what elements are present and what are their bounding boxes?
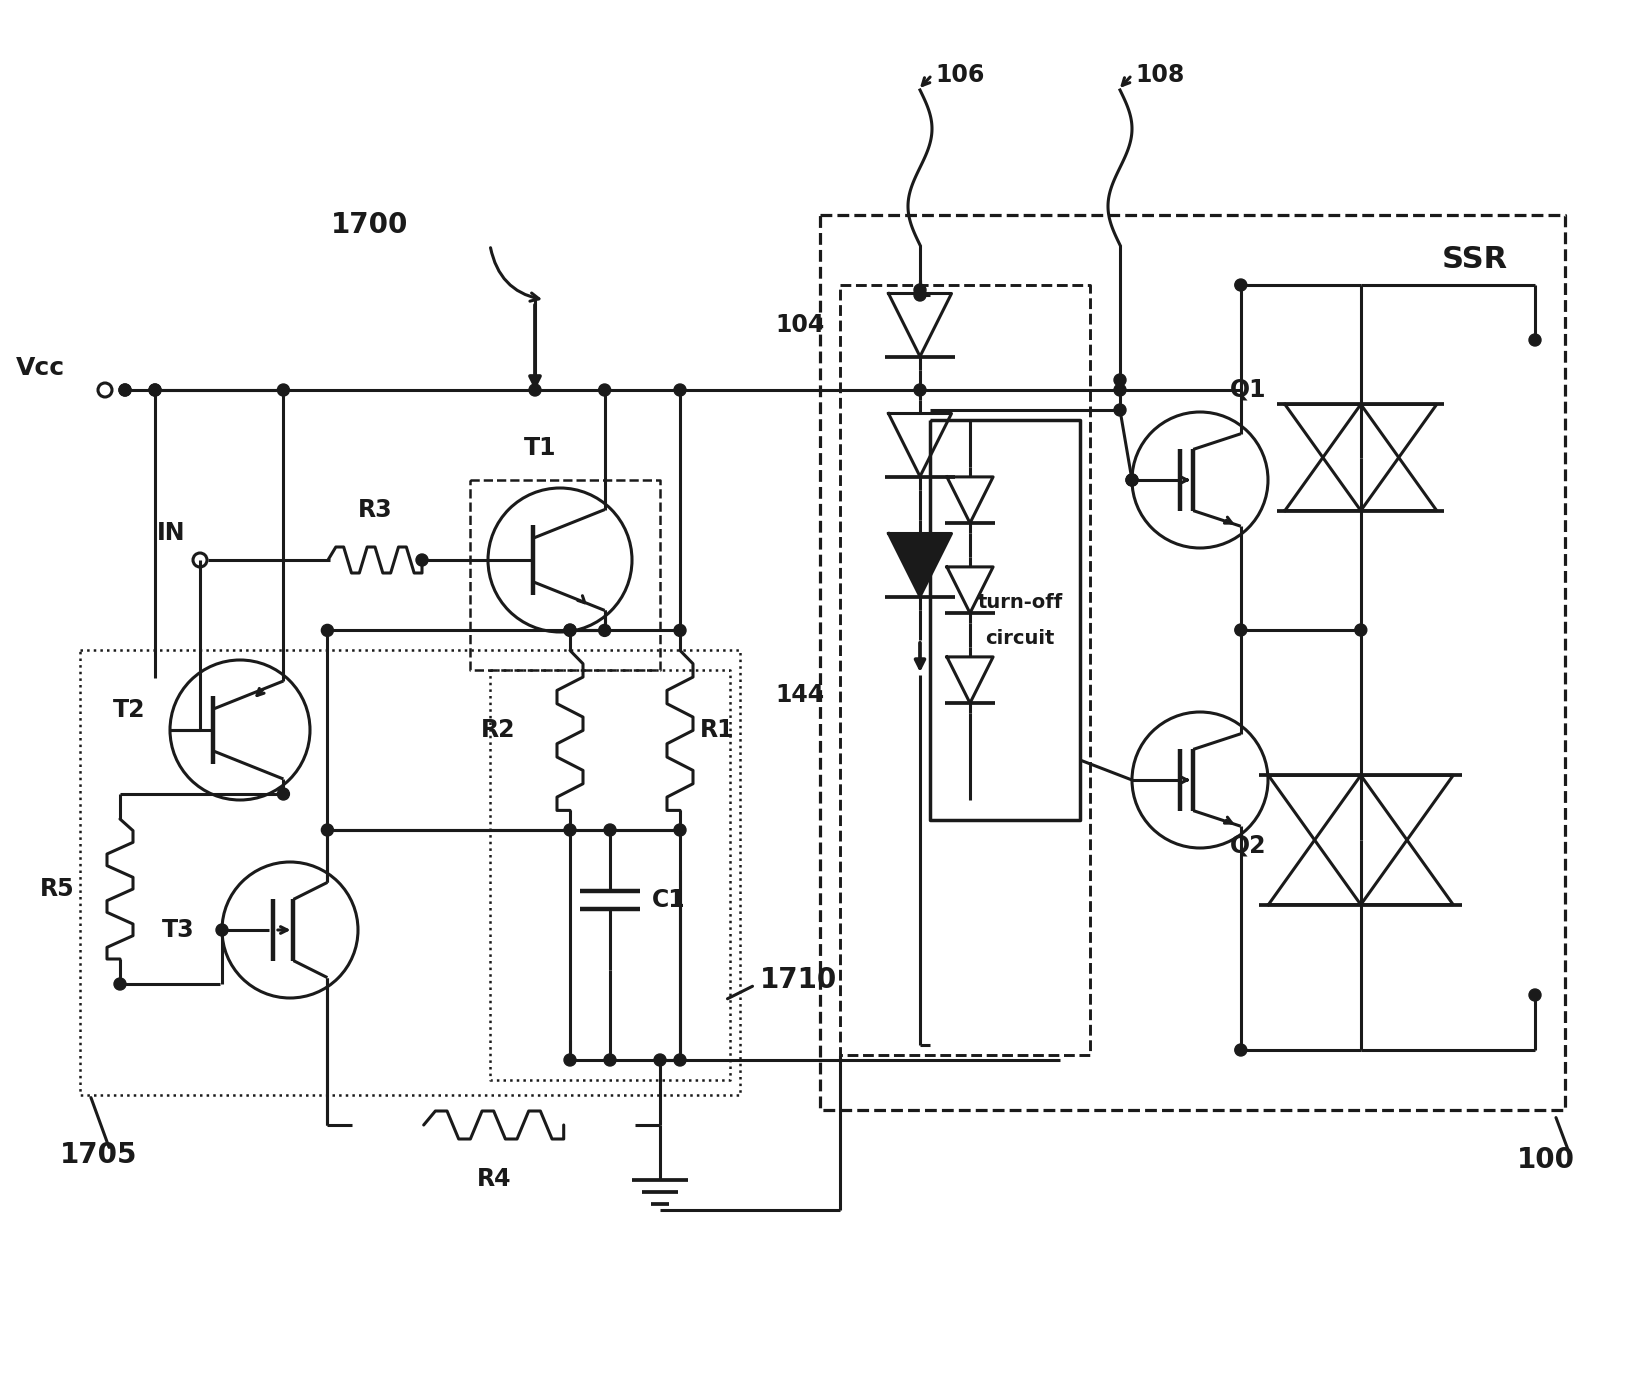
Circle shape bbox=[1126, 473, 1138, 486]
Text: C1: C1 bbox=[652, 888, 686, 912]
Text: 144: 144 bbox=[775, 682, 826, 707]
Text: Q2: Q2 bbox=[1230, 832, 1266, 857]
Circle shape bbox=[216, 925, 228, 936]
Circle shape bbox=[913, 384, 926, 396]
Polygon shape bbox=[947, 567, 993, 614]
Text: 100: 100 bbox=[1518, 1146, 1575, 1174]
Text: 104: 104 bbox=[775, 312, 826, 337]
Polygon shape bbox=[1269, 775, 1453, 904]
Polygon shape bbox=[889, 414, 952, 476]
Polygon shape bbox=[1285, 405, 1436, 510]
Circle shape bbox=[1529, 989, 1540, 1000]
Circle shape bbox=[416, 555, 427, 566]
Circle shape bbox=[1115, 374, 1126, 387]
Circle shape bbox=[598, 625, 611, 636]
Text: 108: 108 bbox=[1134, 63, 1185, 87]
Text: T2: T2 bbox=[112, 698, 145, 722]
Circle shape bbox=[1115, 384, 1126, 396]
Circle shape bbox=[1355, 623, 1367, 636]
FancyArrowPatch shape bbox=[491, 248, 540, 301]
Text: 1700: 1700 bbox=[332, 211, 410, 239]
Circle shape bbox=[674, 625, 686, 636]
Circle shape bbox=[322, 625, 333, 636]
Text: 1710: 1710 bbox=[760, 966, 837, 993]
Circle shape bbox=[1115, 405, 1126, 416]
Circle shape bbox=[564, 1054, 575, 1066]
Text: R3: R3 bbox=[358, 498, 392, 522]
Circle shape bbox=[150, 384, 161, 396]
Polygon shape bbox=[947, 656, 993, 703]
Circle shape bbox=[1235, 623, 1246, 636]
Circle shape bbox=[1126, 473, 1138, 486]
Circle shape bbox=[604, 1054, 616, 1066]
Text: T3: T3 bbox=[162, 918, 195, 943]
Polygon shape bbox=[947, 477, 993, 523]
Text: turn-off: turn-off bbox=[977, 593, 1063, 611]
Text: 1705: 1705 bbox=[60, 1141, 138, 1170]
Circle shape bbox=[598, 384, 611, 396]
Text: R5: R5 bbox=[41, 877, 75, 901]
Circle shape bbox=[278, 788, 289, 799]
Circle shape bbox=[1529, 334, 1540, 345]
Circle shape bbox=[674, 1054, 686, 1066]
Circle shape bbox=[674, 384, 686, 396]
Text: Vcc: Vcc bbox=[16, 356, 65, 380]
Circle shape bbox=[1235, 1044, 1246, 1055]
Circle shape bbox=[913, 283, 926, 296]
Circle shape bbox=[1235, 279, 1246, 290]
Polygon shape bbox=[889, 293, 952, 356]
Text: Q1: Q1 bbox=[1230, 378, 1266, 402]
Text: 106: 106 bbox=[934, 63, 985, 87]
Circle shape bbox=[278, 384, 289, 396]
Circle shape bbox=[653, 1054, 666, 1066]
Circle shape bbox=[119, 384, 132, 396]
Text: R2: R2 bbox=[481, 718, 515, 743]
Circle shape bbox=[564, 625, 575, 636]
Circle shape bbox=[604, 824, 616, 837]
Text: SSR: SSR bbox=[1441, 245, 1508, 274]
Text: R1: R1 bbox=[700, 718, 734, 743]
Polygon shape bbox=[889, 534, 952, 597]
Circle shape bbox=[119, 384, 132, 396]
Circle shape bbox=[114, 978, 127, 989]
Text: circuit: circuit bbox=[985, 629, 1055, 648]
Polygon shape bbox=[1269, 775, 1453, 904]
Circle shape bbox=[530, 384, 541, 396]
Text: T1: T1 bbox=[523, 436, 556, 460]
Text: IN: IN bbox=[156, 522, 185, 545]
Circle shape bbox=[564, 623, 575, 636]
Text: R4: R4 bbox=[476, 1167, 510, 1192]
Circle shape bbox=[322, 824, 333, 837]
Circle shape bbox=[564, 824, 575, 837]
Circle shape bbox=[674, 824, 686, 837]
Circle shape bbox=[913, 289, 926, 301]
Circle shape bbox=[150, 384, 161, 396]
Polygon shape bbox=[1285, 405, 1436, 510]
